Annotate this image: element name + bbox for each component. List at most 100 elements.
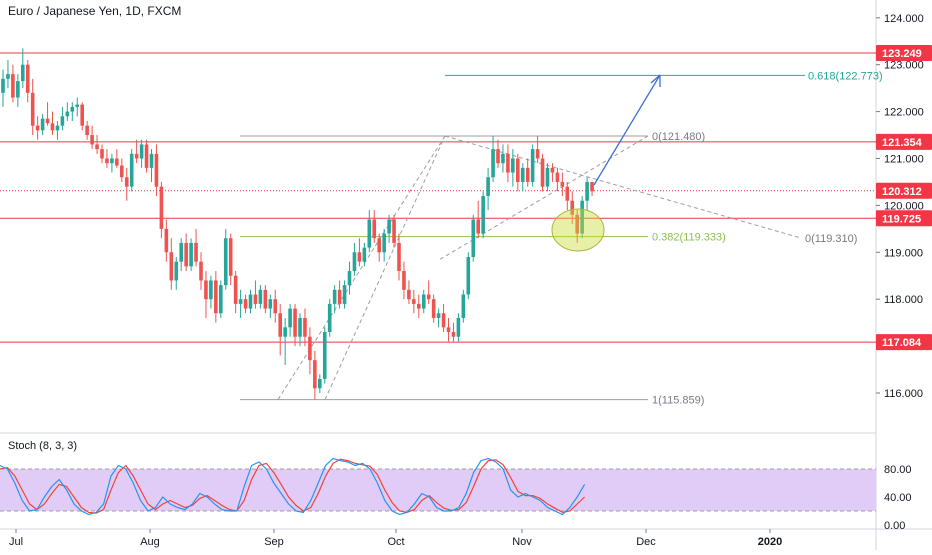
candle-body — [570, 200, 575, 215]
candle — [421, 289, 426, 314]
candle — [55, 120, 60, 140]
candle — [303, 308, 307, 347]
candle-body — [461, 294, 466, 318]
stoch-indicator-label[interactable]: Stoch (8, 3, 3) — [8, 440, 78, 452]
candle — [352, 242, 357, 276]
candle — [110, 153, 114, 173]
price-tag-box — [876, 182, 932, 199]
candle-body — [30, 92, 35, 126]
candle — [555, 167, 560, 192]
candle-body — [357, 252, 362, 262]
candle-body — [35, 125, 40, 131]
candle-body — [530, 149, 535, 182]
candle — [283, 317, 287, 365]
trend-line — [324, 135, 446, 400]
candle-body — [248, 294, 253, 309]
candle-body — [25, 64, 30, 93]
trend-line — [439, 135, 649, 260]
candle — [16, 74, 20, 107]
candle-body — [362, 247, 367, 262]
trend-line — [444, 135, 801, 239]
candle-body — [238, 299, 243, 304]
candle — [525, 158, 530, 187]
candle — [565, 181, 570, 211]
candle-body — [258, 289, 263, 304]
candle-body — [129, 153, 134, 187]
candle-body — [446, 327, 451, 333]
candle-body — [179, 242, 183, 262]
candle — [451, 322, 456, 342]
candle-body — [466, 256, 471, 295]
candle — [70, 102, 75, 121]
candle-body — [387, 219, 391, 234]
candle-body — [243, 299, 248, 309]
price-tick-label: 123.000 — [884, 60, 924, 72]
candle-body — [590, 181, 594, 192]
candle-body — [6, 74, 10, 79]
candle — [476, 200, 480, 239]
candle — [219, 280, 223, 318]
candle — [392, 214, 396, 248]
candle-body — [55, 125, 60, 131]
candle-body — [209, 280, 213, 300]
candle — [139, 139, 144, 168]
candle — [174, 256, 179, 290]
candle — [387, 214, 391, 243]
candle-body — [134, 153, 139, 159]
candle-body — [332, 289, 337, 304]
candle — [238, 289, 243, 318]
candle-body — [397, 242, 401, 272]
candle-body — [214, 280, 218, 314]
candle — [367, 210, 372, 253]
stoch-d-line — [0, 458, 586, 514]
candle-body — [496, 149, 500, 164]
candle — [377, 233, 381, 262]
candle-body — [298, 317, 302, 337]
candle — [441, 303, 446, 333]
candle-body — [139, 144, 144, 159]
stoch-tick-label: 40.00 — [884, 492, 912, 504]
candle-body — [110, 158, 114, 164]
candle-body — [189, 242, 193, 267]
candle — [332, 285, 337, 314]
candle — [214, 271, 218, 323]
candle — [258, 285, 263, 309]
candle — [149, 149, 154, 182]
time-tick-label: Dec — [636, 536, 656, 548]
candle-body — [263, 289, 268, 309]
candle — [40, 113, 45, 136]
price-tag-box — [876, 133, 932, 150]
time-tick-label: Jul — [9, 536, 23, 548]
candle-body — [253, 294, 258, 304]
candles-layer — [1, 48, 594, 400]
candle — [402, 261, 406, 300]
candle-body — [481, 196, 485, 234]
candle-body — [144, 144, 149, 168]
stoch-tick-label: 0.00 — [884, 520, 905, 532]
candle-body — [392, 219, 396, 243]
candle-body — [149, 153, 154, 168]
candle — [313, 350, 317, 400]
candle — [590, 181, 594, 197]
price-levels-layer — [0, 52, 876, 343]
candle — [95, 135, 99, 154]
candle-body — [476, 219, 480, 234]
candle — [466, 252, 471, 300]
candle-body — [90, 135, 94, 145]
candle-body — [318, 378, 322, 389]
candle — [278, 303, 282, 356]
candle-body — [21, 64, 25, 82]
candle-body — [520, 167, 525, 182]
candle-body — [80, 104, 84, 126]
candle-body — [199, 261, 203, 281]
candle-body — [204, 280, 208, 300]
candle-body — [124, 177, 129, 187]
candle-body — [347, 271, 352, 286]
candle-body — [16, 81, 20, 98]
candle — [357, 238, 362, 267]
candle — [144, 139, 149, 173]
candle-body — [70, 106, 75, 112]
price-tag: 120.312 — [876, 182, 932, 199]
